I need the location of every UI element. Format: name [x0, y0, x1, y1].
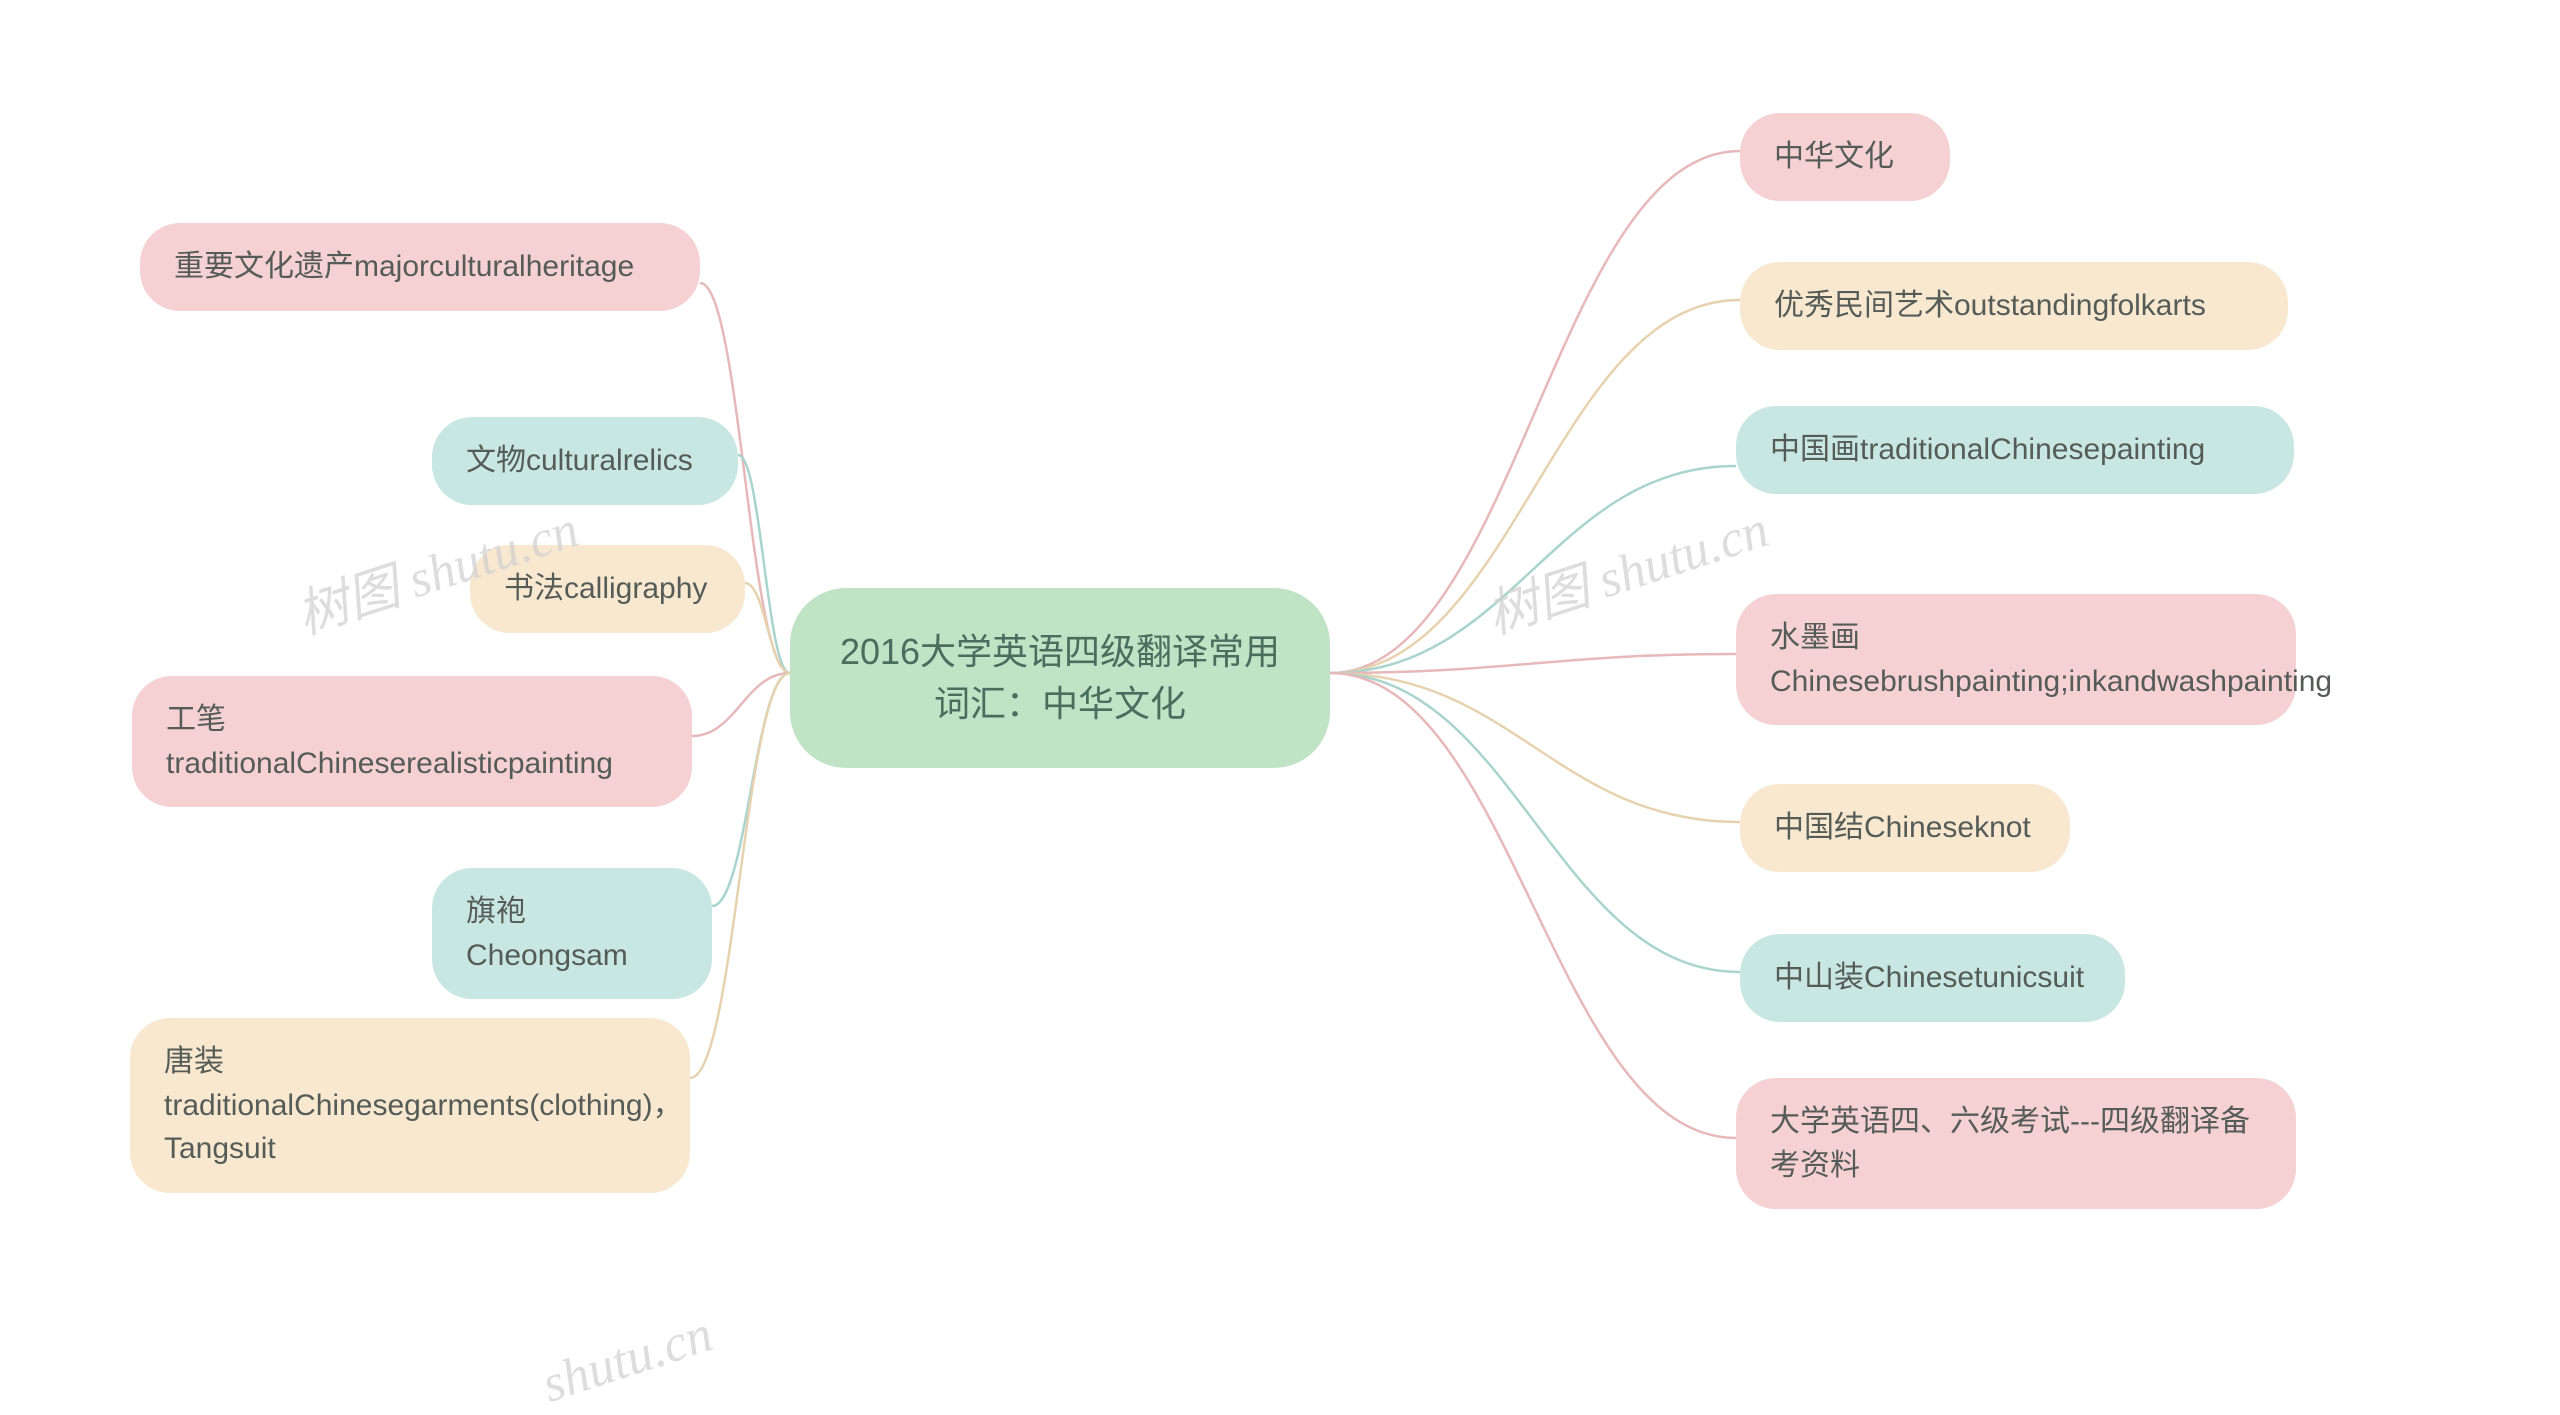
branch-node: 重要文化遗产majorculturalheritage — [140, 223, 700, 311]
branch-node: 优秀民间艺术outstandingfolkarts — [1740, 262, 2288, 350]
connector — [1330, 673, 1740, 822]
branch-node: 中山装Chinesetunicsuit — [1740, 934, 2125, 1022]
branch-node: 旗袍Cheongsam — [432, 868, 712, 999]
branch-node: 书法calligraphy — [470, 545, 745, 633]
mindmap-canvas: 2016大学英语四级翻译常用词汇：中华文化 重要文化遗产majorcultural… — [0, 0, 2560, 1384]
branch-node: 工笔traditionalChineserealisticpainting — [132, 676, 692, 807]
branch-node: 大学英语四、六级考试---四级翻译备考资料 — [1736, 1078, 2296, 1209]
connector — [692, 673, 790, 736]
branch-node: 中国结Chineseknot — [1740, 784, 2070, 872]
branch-node: 中国画traditionalChinesepainting — [1736, 406, 2294, 494]
connector — [712, 673, 790, 906]
branch-node: 中华文化 — [1740, 113, 1950, 201]
branch-node: 水墨画Chinesebrushpainting;inkandwashpainti… — [1736, 594, 2296, 725]
connector — [1330, 673, 1740, 972]
branch-node: 文物culturalrelics — [432, 417, 738, 505]
connector — [1330, 300, 1740, 673]
connector — [1330, 673, 1736, 1138]
connector — [1330, 466, 1736, 673]
branch-node: 唐装traditionalChinesegarments(clothing)，T… — [130, 1018, 690, 1193]
center-node: 2016大学英语四级翻译常用词汇：中华文化 — [790, 588, 1330, 768]
connector — [1330, 151, 1740, 673]
